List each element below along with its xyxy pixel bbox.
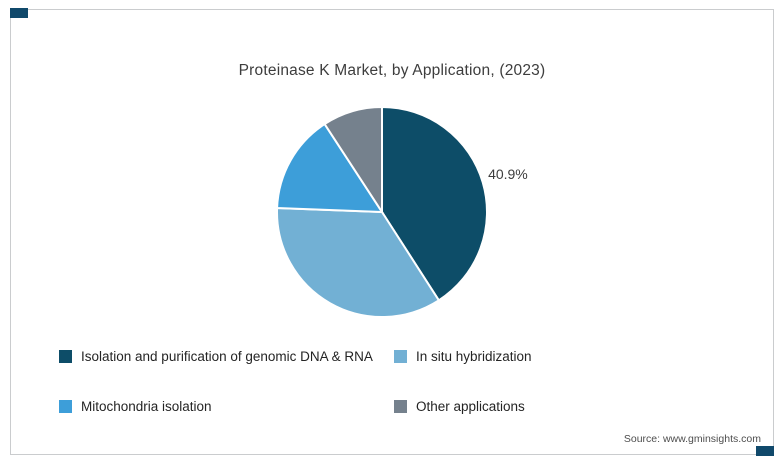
legend-label: Mitochondria isolation: [81, 398, 212, 414]
legend-item-in-situ-hybridization: In situ hybridization: [394, 346, 729, 366]
pie-data-label: 40.9%: [488, 166, 528, 182]
corner-accent-top-left: [10, 8, 28, 18]
legend-item-other-applications: Other applications: [394, 396, 729, 416]
legend-swatch-other-applications: [394, 399, 407, 413]
pie-slice-3: [323, 105, 383, 216]
legend-swatch-mitochondria-isolation: [59, 399, 72, 413]
legend-swatch-isolation-purification: [59, 349, 72, 363]
chart-card: Proteinase K Market, by Application, (20…: [10, 8, 774, 456]
legend-label: In situ hybridization: [416, 348, 532, 364]
legend-label: Other applications: [416, 398, 525, 414]
legend-item-isolation-purification: Isolation and purification of genomic DN…: [59, 346, 394, 366]
legend: Isolation and purification of genomic DN…: [59, 346, 729, 416]
legend-item-mitochondria-isolation: Mitochondria isolation: [59, 396, 394, 416]
pie-slice-1: [276, 207, 441, 318]
corner-accent-bottom-right: [756, 446, 774, 456]
pie-slice-2: [276, 122, 384, 214]
source-credit: Source: www.gminsights.com: [623, 433, 761, 445]
legend-swatch-in-situ-hybridization: [394, 349, 407, 363]
legend-label: Isolation and purification of genomic DN…: [81, 348, 373, 364]
chart-title: Proteinase K Market, by Application, (20…: [238, 62, 546, 79]
pie-chart: 40.9%: [276, 105, 528, 318]
